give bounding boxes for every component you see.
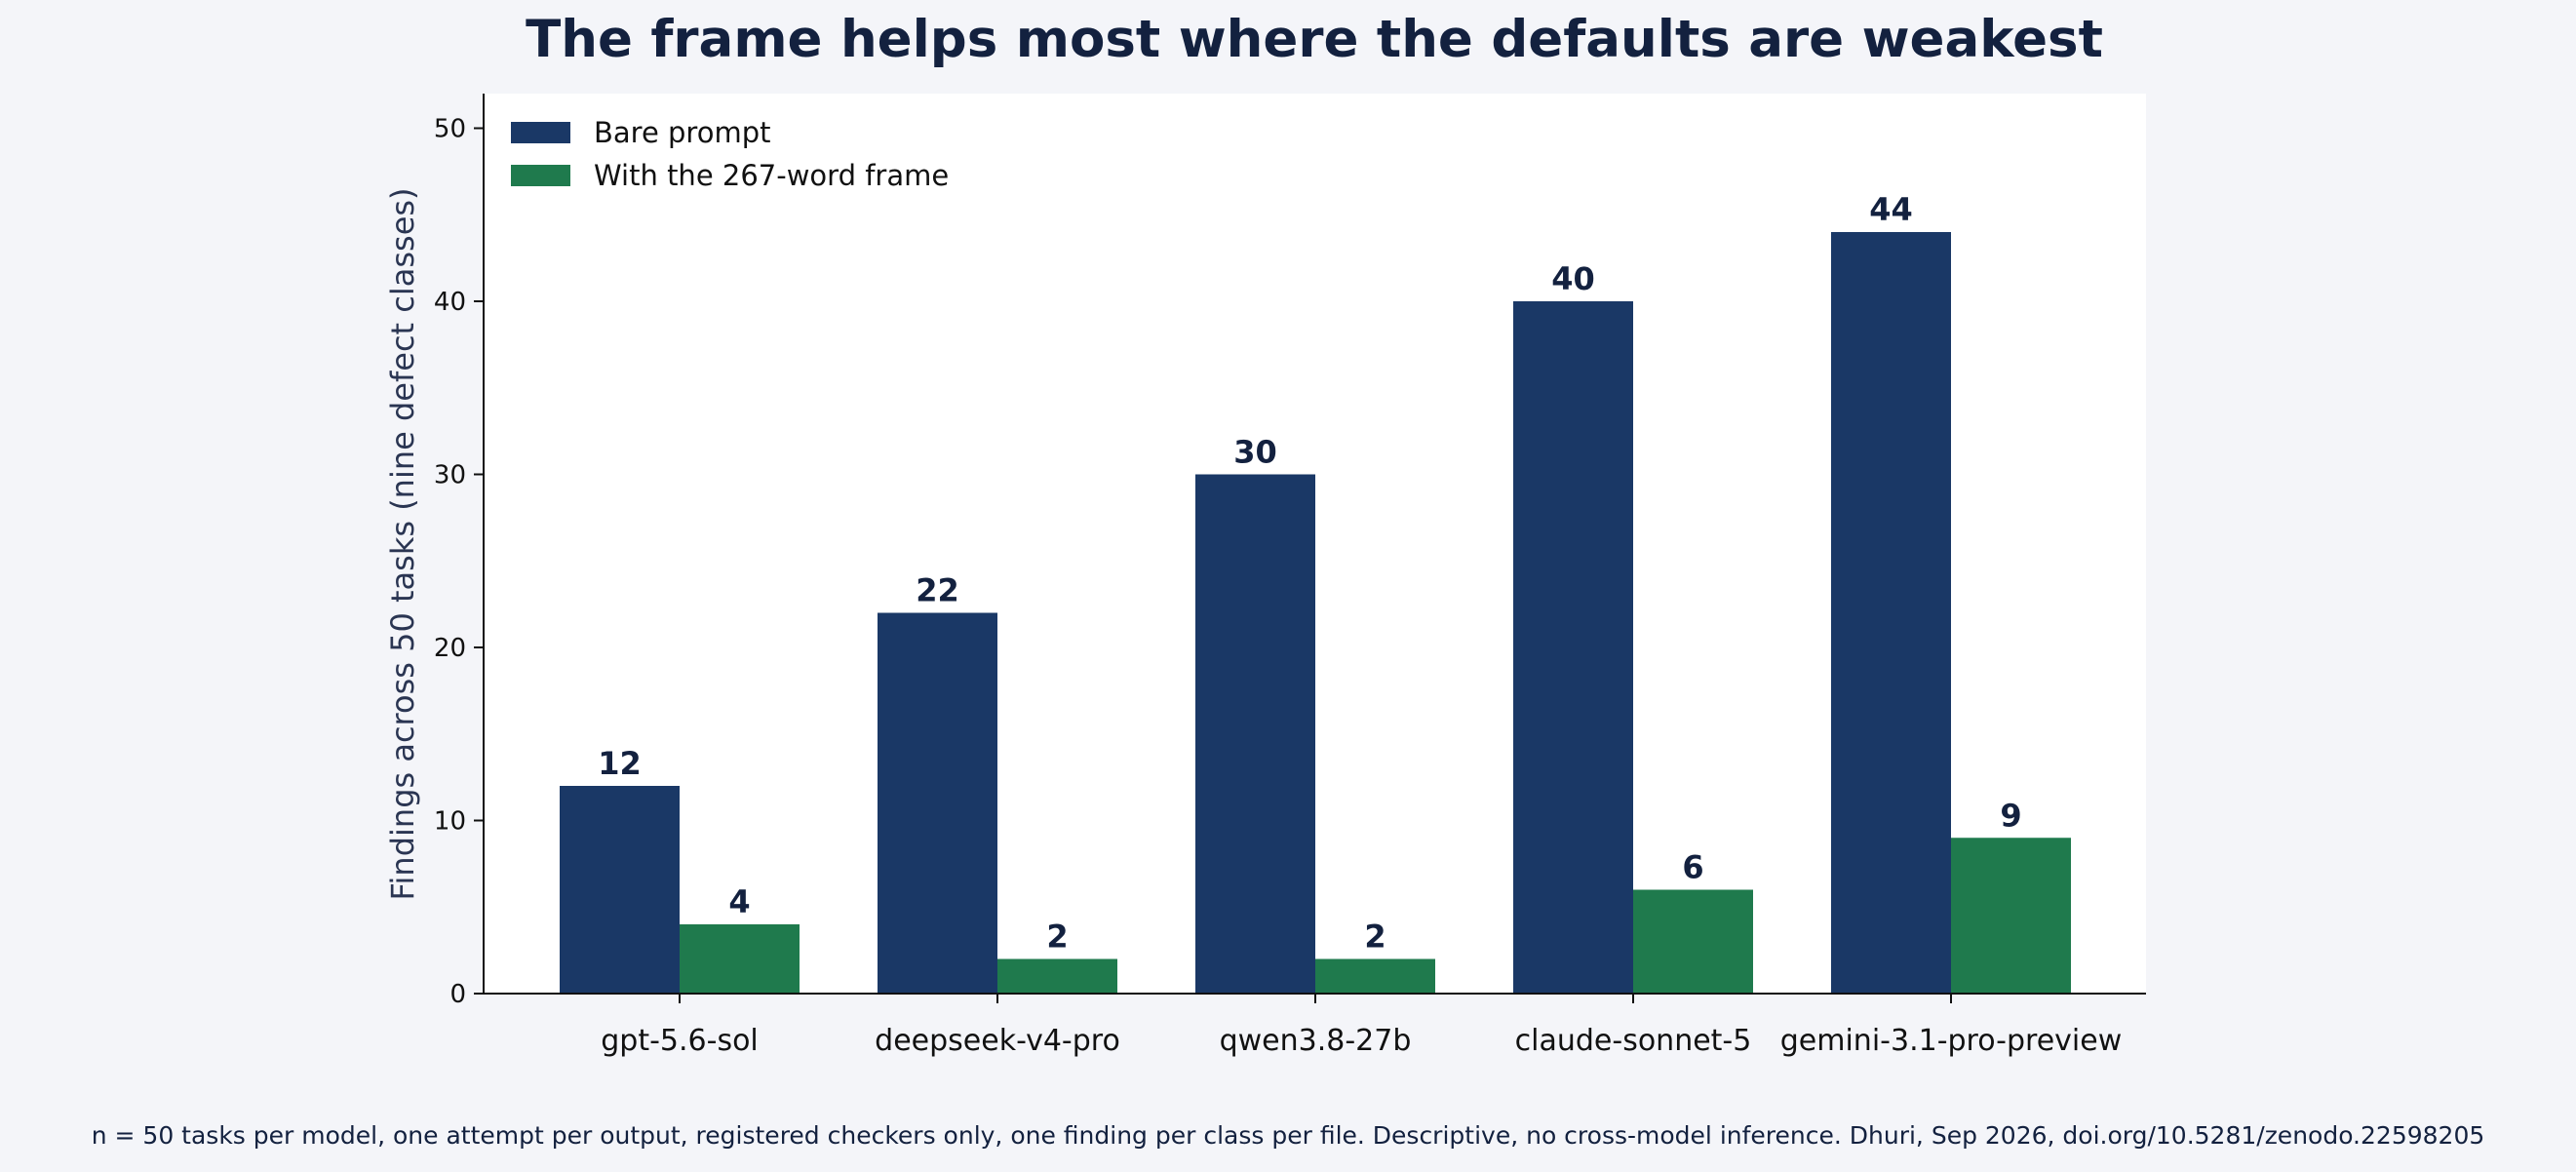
footnote: n = 50 tasks per model, one attempt per … — [0, 1121, 2576, 1150]
bar-bare-prompt-5 — [1831, 232, 1951, 994]
bar-value-label: 4 — [728, 883, 750, 920]
bar-with-frame-4 — [1633, 890, 1753, 995]
bar-value-label: 6 — [1682, 849, 1703, 886]
legend-label: Bare prompt — [594, 116, 770, 149]
legend-label: With the 267-word frame — [594, 159, 949, 192]
y-tick-label: 10 — [434, 807, 466, 837]
legend-swatch — [511, 122, 570, 143]
x-tick-label: deepseek-v4-pro — [875, 1024, 1120, 1058]
bar-value-label: 40 — [1551, 260, 1595, 297]
bar-with-frame-5 — [1951, 838, 2071, 994]
bar-value-label: 2 — [1046, 918, 1068, 956]
x-tick-label: claude-sonnet-5 — [1515, 1024, 1752, 1058]
bar-value-label: 44 — [1869, 191, 1913, 228]
y-axis-title: Findings across 50 tasks (nine defect cl… — [384, 187, 421, 900]
y-tick-label: 50 — [434, 115, 466, 144]
bar-value-label: 30 — [1233, 434, 1277, 471]
bar-value-label: 12 — [598, 745, 642, 782]
x-tick-label: gemini-3.1-pro-preview — [1780, 1024, 2122, 1058]
bar-bare-prompt-4 — [1513, 301, 1633, 994]
y-tick-label: 0 — [449, 980, 466, 1009]
x-tick-label: qwen3.8-27b — [1220, 1024, 1412, 1058]
bar-value-label: 9 — [2000, 797, 2021, 834]
bar-with-frame-2 — [997, 959, 1117, 995]
bar-bare-prompt-3 — [1195, 475, 1315, 995]
y-ticks-layer: 0 10 20 30 40 50 — [434, 115, 484, 1010]
bar-bare-prompt-1 — [560, 786, 680, 994]
y-tick-label: 40 — [434, 288, 466, 317]
bar-with-frame-1 — [680, 924, 800, 994]
x-tick-label: gpt-5.6-sol — [601, 1024, 759, 1058]
y-tick-label: 30 — [434, 461, 466, 490]
bar-bare-prompt-2 — [878, 613, 997, 995]
legend-swatch — [511, 165, 570, 186]
y-tick-label: 20 — [434, 634, 466, 663]
bar-value-label: 22 — [916, 572, 959, 609]
x-ticks-layer: gpt-5.6-sol deepseek-v4-pro qwen3.8-27b cla… — [601, 994, 2122, 1058]
bar-with-frame-3 — [1315, 959, 1435, 995]
bar-value-label: 2 — [1364, 918, 1386, 956]
